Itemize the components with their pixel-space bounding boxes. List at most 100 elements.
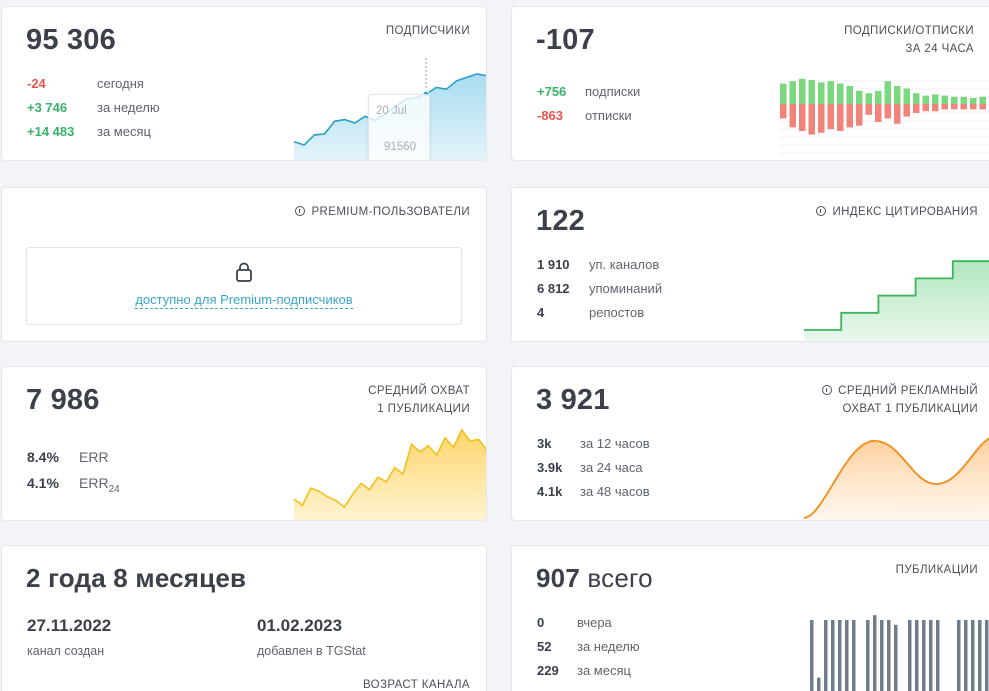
- stat-value: 6 812: [537, 281, 570, 296]
- unsubs-bar: [846, 104, 853, 128]
- publication-bar: [838, 620, 842, 691]
- stat-value: 0: [537, 615, 545, 630]
- avg-reach-chart[interactable]: [293, 426, 487, 521]
- stat-row-today: -24 сегодня: [27, 72, 144, 96]
- stat-row-12h: 3k за 12 часов: [537, 432, 650, 456]
- unsubs-bar: [837, 104, 844, 131]
- unsubs-bar: [922, 104, 929, 112]
- unsubs-bar: [932, 104, 939, 112]
- unsubs-bar: [894, 104, 901, 124]
- stat-row-subs: +756 подписки: [537, 80, 640, 104]
- subs-bar: [856, 90, 863, 104]
- publication-bar: [957, 620, 961, 691]
- stat-value: 229: [537, 663, 559, 678]
- stat-value: 4: [537, 305, 545, 320]
- unsubs-bar: [827, 104, 834, 130]
- stat-row-24h: 3.9k за 24 часа: [537, 456, 643, 480]
- subs-unsubs-card[interactable]: -107 ПОДПИСКИ/ОТПИСКИ ЗА 24 ЧАСА +756 под…: [511, 6, 989, 161]
- citation-card[interactable]: 122 ИНДЕКС ЦИТИРОВАНИЯ 1 910 уп. каналов …: [511, 187, 989, 342]
- subs-bar: [903, 88, 910, 104]
- stat-row-reposts: 4 репостов: [537, 301, 644, 325]
- stat-value: 4.1k: [537, 484, 563, 499]
- title-line: ОХВАТ 1 ПУБЛИКАЦИИ: [842, 403, 978, 415]
- unsubs-bar: [856, 104, 863, 126]
- avg-reach-card[interactable]: 7 986 СРЕДНИЙ ОХВАТ 1 ПУБЛИКАЦИИ 8.4% ERR…: [1, 366, 487, 521]
- stat-label: за неделю: [97, 100, 160, 115]
- lock-icon: [236, 262, 252, 282]
- citation-chart[interactable]: [804, 242, 989, 342]
- publications-card[interactable]: 907 всего ПУБЛИКАЦИИ 0 вчера 52 за неделю …: [511, 545, 989, 691]
- added-label: добавлен в TGStat: [257, 644, 366, 658]
- subs-unsubs-chart[interactable]: [780, 66, 989, 161]
- publication-bar: [985, 620, 989, 691]
- publications-chart[interactable]: [810, 612, 989, 691]
- subscribers-title: ПОДПИСЧИКИ: [385, 25, 470, 37]
- stat-row-err24: 4.1% ERR24: [27, 471, 120, 502]
- publication-bar: [866, 620, 870, 691]
- info-icon[interactable]: [816, 206, 827, 216]
- stat-label: подписки: [585, 84, 641, 99]
- stat-value: +756: [537, 84, 567, 99]
- stat-row-yesterday: 0 вчера: [537, 611, 612, 635]
- premium-lock-box[interactable]: доступно для Premium-подписчиков: [26, 247, 462, 325]
- subs-bar: [818, 82, 825, 104]
- premium-link[interactable]: доступно для Premium-подписчиков: [135, 292, 353, 309]
- stat-value: 3k: [537, 436, 552, 451]
- publication-bar: [978, 620, 982, 691]
- publication-bar: [922, 620, 926, 691]
- premium-title-text: PREMIUM-ПОЛЬЗОВАТЕЛИ: [311, 206, 470, 218]
- ad-reach-chart[interactable]: [803, 426, 989, 521]
- chart-tooltip: 20 Jul 91560: [368, 94, 430, 160]
- premium-title: PREMIUM-ПОЛЬЗОВАТЕЛИ: [295, 203, 470, 221]
- stat-value: +3 746: [27, 100, 68, 115]
- subs-bar: [846, 86, 853, 104]
- citation-title-text: ИНДЕКС ЦИТИРОВАНИЯ: [832, 206, 978, 218]
- stat-row-week: +3 746 за неделю: [27, 96, 160, 120]
- subscribers-card[interactable]: 95 306 ПОДПИСЧИКИ -24 сегодня +3 746 за не…: [1, 6, 487, 161]
- unsubs-bar: [913, 104, 920, 113]
- publication-bar: [880, 620, 884, 691]
- stat-label: за неделю: [577, 639, 640, 654]
- unsubs-bar: [903, 104, 910, 117]
- subs-bar: [951, 96, 958, 104]
- publication-bar: [915, 620, 919, 691]
- publication-bar: [936, 620, 940, 691]
- ad-reach-title: СРЕДНИЙ РЕКЛАМНЫЙ ОХВАТ 1 ПУБЛИКАЦИИ: [822, 382, 978, 418]
- unsubs-bar: [884, 104, 891, 119]
- stat-value: -24: [27, 76, 46, 91]
- stat-value: 4.1%: [27, 475, 59, 491]
- publication-bar: [810, 620, 814, 691]
- stat-label: ERR: [79, 475, 109, 491]
- publications-title: ПУБЛИКАЦИИ: [895, 564, 978, 576]
- citation-title: ИНДЕКС ЦИТИРОВАНИЯ: [816, 203, 978, 221]
- stat-label: за 48 часов: [580, 484, 650, 499]
- subs-bar: [808, 80, 815, 104]
- stat-label: за 24 часа: [580, 460, 643, 475]
- unsubs-bar: [960, 104, 967, 110]
- subs-bar: [837, 83, 844, 104]
- publications-total: 907 всего: [536, 563, 653, 594]
- stat-label: отписки: [585, 108, 632, 123]
- net-change-value: -107: [536, 24, 595, 56]
- citation-area: [804, 261, 989, 341]
- unsubs-bar: [941, 104, 948, 110]
- info-icon[interactable]: [822, 385, 833, 395]
- subs-bar: [799, 78, 806, 104]
- avg-reach-title: СРЕДНИЙ ОХВАТ 1 ПУБЛИКАЦИИ: [368, 382, 470, 418]
- publications-count-suffix: всего: [587, 563, 653, 593]
- unsubs-bar: [780, 104, 787, 119]
- tooltip-date: 20 Jul: [376, 105, 407, 117]
- ad-reach-card[interactable]: 3 921 СРЕДНИЙ РЕКЛАМНЫЙ ОХВАТ 1 ПУБЛИКАЦ…: [511, 366, 989, 521]
- subs-unsubs-title: ПОДПИСКИ/ОТПИСКИ ЗА 24 ЧАСА: [844, 22, 974, 58]
- stat-row-month: +14 483 за месяц: [27, 120, 151, 144]
- unsubs-bar: [865, 104, 872, 115]
- subs-bar: [913, 93, 920, 104]
- created-label: канал создан: [27, 644, 105, 658]
- stat-label-sub: 24: [108, 483, 120, 495]
- info-icon[interactable]: [295, 206, 306, 216]
- unsubs-bar: [979, 104, 986, 110]
- avg-reach-value: 7 986: [26, 384, 100, 416]
- stat-label: вчера: [577, 615, 612, 630]
- stat-label: сегодня: [97, 76, 144, 91]
- subs-bar: [884, 81, 891, 104]
